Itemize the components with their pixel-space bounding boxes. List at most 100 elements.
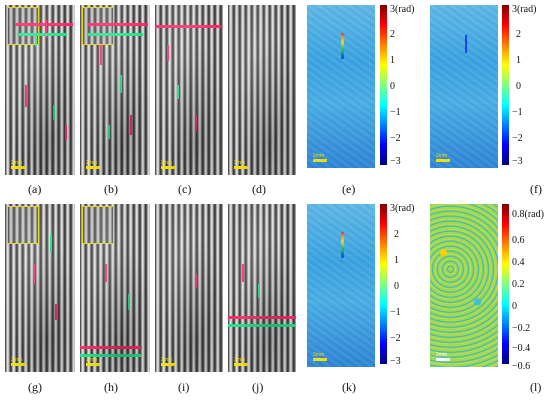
panel-h-image: 2mm (80, 204, 150, 372)
defect-marker (130, 115, 132, 135)
colorbar-tick: 0 (512, 301, 517, 312)
scale-bar-text: 2mm (86, 160, 98, 166)
defect-marker (33, 264, 35, 284)
colorbar-unit: 3(rad) (390, 203, 415, 214)
defect-band (80, 354, 142, 357)
scale-bar-text: 2mm (161, 357, 173, 363)
scale-bar-text: 2mm (436, 352, 448, 358)
defect-marker (167, 45, 169, 61)
panel-label-b: (b) (104, 182, 118, 196)
colorbar-tick: 0 (516, 81, 521, 92)
colorbar-tick: 2 (394, 229, 399, 240)
panel-b-image: 2mm (80, 5, 150, 175)
colorbar-tick: −0.4 (512, 343, 531, 354)
colorbar-tick: −2 (390, 133, 401, 144)
scale-bar (86, 363, 100, 366)
colorbar-unit: 3(rad) (390, 4, 415, 15)
panel-label-f: (f) (530, 182, 542, 196)
scale-bar (234, 166, 248, 169)
defect-phase-mark (341, 33, 344, 59)
defect-marker (105, 264, 107, 282)
panel-a-image: 2mm (5, 5, 75, 175)
colorbar-unit: 3(rad) (512, 4, 537, 15)
defect-marker (120, 75, 122, 93)
panel-i-image: 2mm (155, 204, 223, 372)
scale-bar (11, 166, 25, 169)
defect-band (88, 33, 143, 36)
colorbar-tick: 0 (394, 281, 399, 292)
colorbar-tick: 2 (390, 29, 395, 40)
panel-j-image: 2mm (228, 204, 296, 372)
defect-band (88, 23, 148, 26)
panel-label-e: (e) (342, 182, 356, 196)
panel-label-j: (j) (252, 380, 264, 394)
panel-label-g: (g) (28, 380, 42, 394)
panel-label-c: (c) (178, 182, 192, 196)
colorbar-tick: −1 (390, 307, 401, 318)
colorbar-tick: −0.6 (512, 361, 531, 372)
scale-bar (436, 358, 450, 361)
defect-marker (242, 264, 244, 282)
defect-marker (108, 125, 110, 139)
zoom-inset (7, 7, 39, 45)
colorbar-tick: −2 (390, 333, 401, 344)
defect-phase-mark (341, 232, 344, 258)
colorbar-unit: 0.8(rad) (512, 209, 544, 220)
panel-e-image: 2mm (307, 5, 375, 168)
defect-marker (177, 85, 179, 99)
colorbar-tick: 1 (390, 55, 395, 66)
colorbar-tick: 1 (516, 55, 521, 66)
scale-bar (313, 358, 327, 361)
panel-label-i: (i) (178, 380, 190, 394)
colorbar-tick: 0.4 (512, 257, 525, 268)
defect-band (17, 33, 67, 36)
panel-f-image: 2mm (430, 5, 498, 168)
defect-band (80, 346, 142, 349)
scale-bar (313, 159, 327, 162)
colorbar-tick: 0.6 (512, 235, 525, 246)
colorbar-k (380, 204, 387, 364)
defect-marker (45, 20, 47, 38)
scale-bar (161, 363, 175, 366)
panel-label-l: (l) (530, 380, 542, 394)
scale-bar-text: 2mm (313, 153, 325, 159)
colorbar-tick: 2 (516, 29, 521, 40)
zoom-inset (82, 7, 114, 45)
scale-bar-text: 2mm (86, 357, 98, 363)
colorbar-e (380, 5, 387, 165)
scale-bar-text: 2mm (234, 160, 246, 166)
defect-marker (100, 45, 102, 65)
colorbar-tick: −0.2 (512, 323, 531, 334)
scale-bar (234, 363, 248, 366)
panel-label-h: (h) (104, 380, 118, 394)
scale-bar-text: 2mm (161, 160, 173, 166)
colorbar-l (502, 204, 509, 364)
scale-bar-text: 2mm (313, 352, 325, 358)
scale-bar (11, 363, 25, 366)
panel-k-image: 2mm (307, 204, 375, 367)
colorbar-tick: 0.2 (512, 279, 525, 290)
defect-marker (55, 304, 57, 320)
panel-label-a: (a) (28, 182, 42, 196)
colorbar-tick: −1 (512, 107, 523, 118)
defect-marker (258, 284, 260, 298)
zoom-inset (82, 206, 114, 244)
colorbar-f (502, 5, 509, 165)
colorbar-tick: −3 (390, 156, 401, 167)
defect-marker (195, 115, 197, 131)
scale-bar (86, 166, 100, 169)
defect-marker (25, 85, 27, 107)
defect-band (228, 324, 296, 327)
colorbar-tick: 1 (394, 255, 399, 266)
defect-marker (50, 234, 52, 252)
colorbar-tick: −3 (390, 356, 401, 367)
defect-marker (35, 35, 37, 47)
defect-marker (53, 105, 55, 120)
defect-band (15, 23, 73, 26)
defect-marker (128, 294, 130, 310)
scale-bar-text: 2mm (436, 153, 448, 159)
colorbar-tick: −2 (512, 133, 523, 144)
defect-band (155, 25, 221, 28)
panel-c-image: 2mm (155, 5, 223, 175)
panel-label-k: (k) (342, 380, 356, 394)
